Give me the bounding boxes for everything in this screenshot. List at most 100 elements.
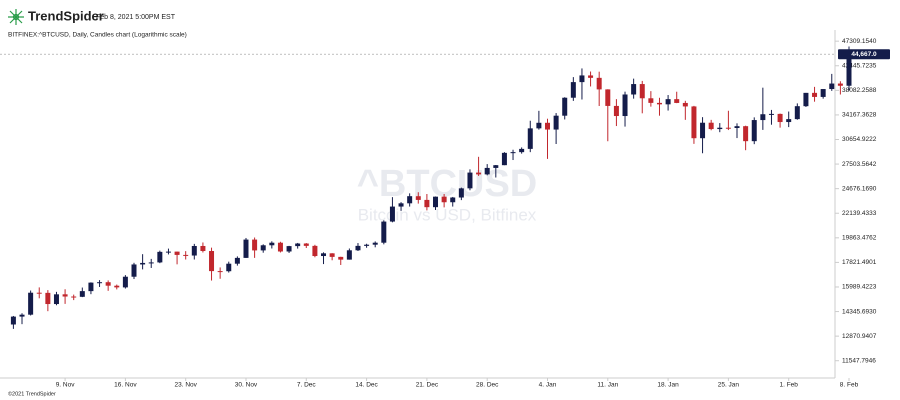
candle-body (579, 75, 585, 83)
candle-body (174, 251, 180, 255)
y-tick-label: 12870.9407 (842, 333, 877, 340)
candle-body (441, 196, 447, 203)
candle-body (122, 276, 128, 288)
candle-body (381, 221, 387, 243)
x-tick-label: 21. Dec (416, 382, 439, 389)
candle-body (837, 83, 843, 86)
candle-body (751, 120, 757, 142)
candle-body (200, 245, 206, 252)
candle-body (148, 262, 154, 264)
candle-body (389, 206, 395, 222)
candle-body (157, 251, 163, 263)
candle-body (252, 239, 258, 251)
candle-body (717, 127, 723, 130)
candle-body (846, 54, 852, 86)
candle-body (71, 296, 77, 298)
x-tick-label: 30. Nov (235, 382, 258, 389)
candle-body (544, 122, 550, 130)
y-tick-label: 19863.4762 (842, 235, 877, 242)
candle-body (97, 282, 103, 284)
candle-body (794, 106, 800, 120)
y-tick-label: 17821.4901 (842, 259, 877, 266)
candle-body (570, 82, 576, 98)
candle-body (88, 282, 94, 292)
candle-body (433, 196, 439, 208)
candle-body (53, 294, 59, 305)
y-tick-label: 34167.3628 (842, 112, 877, 119)
candle-body (415, 196, 421, 200)
candle-body (622, 94, 628, 117)
candle-body (329, 253, 335, 257)
candle-body (114, 285, 120, 288)
candle-body (768, 113, 774, 115)
candle-body (484, 167, 490, 175)
last-price-tag (838, 49, 890, 60)
y-tick-label: 22139.4333 (842, 210, 877, 217)
candle-body (734, 126, 740, 129)
candle-body (183, 254, 189, 256)
candle-body (648, 98, 654, 103)
y-tick-label: 30654.9222 (842, 136, 877, 143)
candle-body (286, 246, 292, 252)
candle-body (321, 253, 327, 257)
candle-body (226, 263, 232, 272)
candle-body (424, 199, 430, 208)
candle-body (346, 250, 352, 260)
candle-body (700, 122, 706, 139)
candle-body (820, 89, 826, 97)
candle-body (10, 316, 16, 325)
candle-body (28, 292, 34, 315)
y-tick-label: 11547.7946 (842, 357, 876, 364)
candle-body (312, 245, 318, 257)
candle-body (19, 314, 25, 317)
x-tick-label: 18. Jan (657, 382, 679, 389)
x-tick-label: 14. Dec (355, 382, 378, 389)
candle-body (725, 127, 731, 129)
x-tick-label: 4. Jan (539, 382, 557, 389)
candle-body (467, 172, 473, 189)
candle-body (596, 77, 602, 90)
candle-body (682, 102, 688, 107)
y-tick-label: 47309.1540 (842, 38, 877, 45)
candle-body (62, 294, 68, 297)
candle-body (131, 264, 137, 277)
x-tick-label: 23. Nov (174, 382, 197, 389)
candle-body (639, 84, 645, 99)
y-tick-label: 27503.5642 (842, 161, 877, 168)
candle-body (605, 89, 611, 106)
chart-subtitle: BITFINEX:^BTCUSD, Daily, Candles chart (… (8, 32, 187, 39)
x-tick-label: 1. Feb (779, 382, 798, 389)
y-tick-label: 15989.4223 (842, 284, 877, 291)
candle-body (631, 84, 637, 95)
candle-body (510, 152, 516, 154)
candle-body (295, 243, 301, 247)
x-tick-label: 7. Dec (297, 382, 317, 389)
candle-body (364, 244, 370, 246)
candle-body (398, 203, 404, 207)
candle-body (803, 92, 809, 107)
candle-body (708, 122, 714, 130)
y-tick-label: 38082.2588 (842, 87, 877, 94)
x-tick-label: 8. Feb (840, 382, 859, 389)
x-tick-label: 9. Nov (56, 382, 76, 389)
candle-body (269, 242, 275, 246)
candle-body (588, 75, 594, 78)
candle-body (527, 128, 533, 149)
candle-body (812, 92, 818, 97)
candle-body (760, 114, 766, 121)
candle-body (553, 115, 559, 130)
y-tick-label: 24676.1690 (842, 185, 877, 192)
timestamp: Feb 8, 2021 5:00PM EST (96, 14, 176, 21)
candle-body (338, 256, 344, 260)
watermark: ^BTCUSD (357, 163, 538, 205)
footer: ©2021 TrendSpider (8, 390, 56, 397)
candle-body (234, 257, 240, 264)
candle-body (105, 282, 111, 286)
candle-body (407, 196, 413, 204)
candle-body (191, 245, 197, 256)
x-tick-label: 25. Jan (718, 382, 740, 389)
x-tick-label: 28. Dec (476, 382, 499, 389)
candle-body (786, 119, 792, 123)
